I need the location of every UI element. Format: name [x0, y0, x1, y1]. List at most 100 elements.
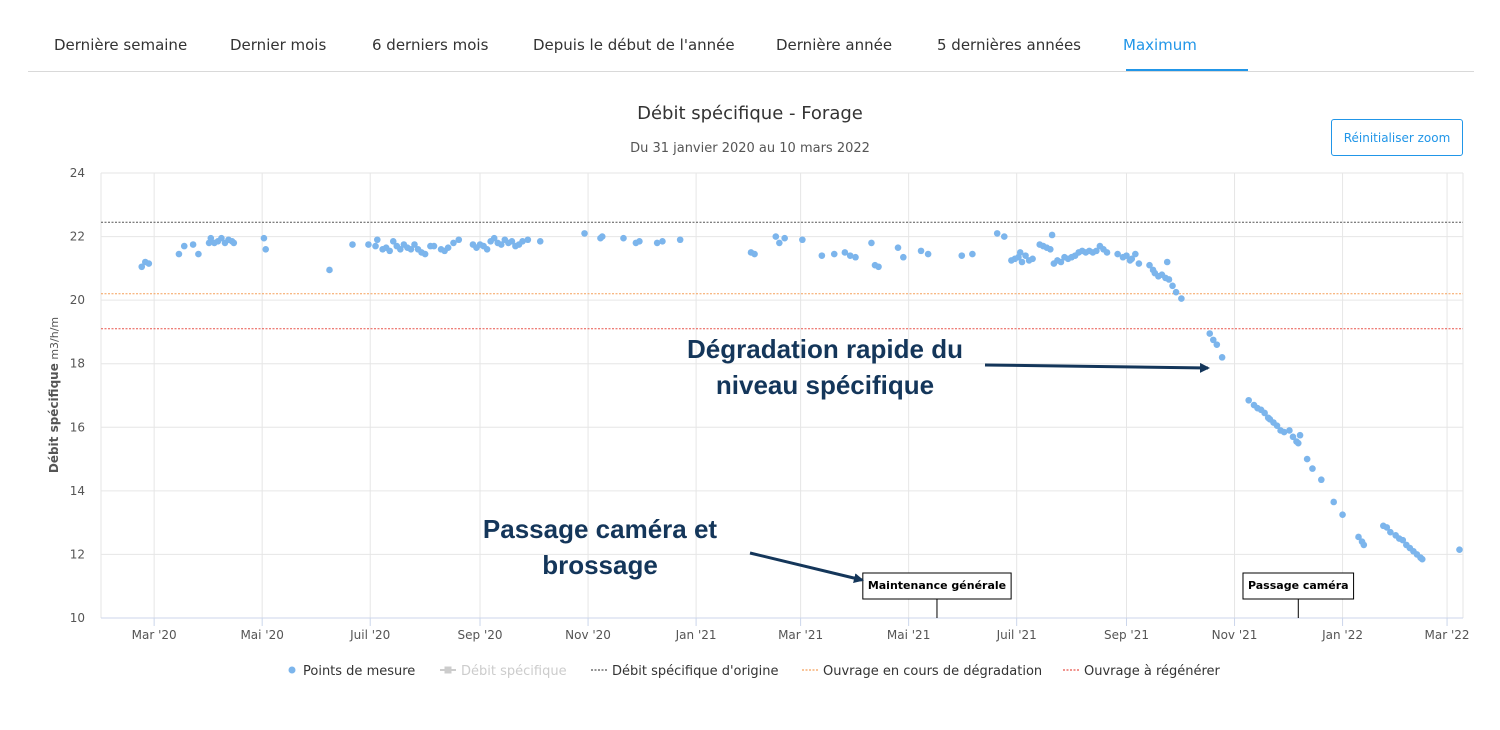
data-point [1123, 252, 1130, 259]
data-point [1093, 247, 1100, 255]
data-point [490, 234, 498, 242]
data-point [1128, 255, 1136, 263]
legend-item-debit[interactable]: Débit spécifique [439, 663, 567, 679]
data-point [1303, 455, 1311, 463]
data-point [1029, 255, 1036, 263]
active-tab-indicator [1126, 69, 1248, 71]
y-tick-label: 14 [70, 484, 85, 498]
data-point [636, 238, 643, 245]
data-point [519, 238, 526, 245]
data-point [1103, 249, 1111, 256]
data-point [145, 260, 153, 267]
data-point [1261, 409, 1268, 417]
data-point [1132, 250, 1139, 258]
data-point [676, 236, 684, 244]
data-point [751, 250, 758, 258]
data-point [653, 239, 661, 247]
tab-derniere-semaine[interactable]: Dernière semaine [54, 36, 188, 54]
x-tick-label: Mai '20 [240, 628, 283, 642]
flag-label: Passage caméra [1248, 579, 1349, 592]
data-point [1206, 330, 1214, 337]
degradation-callout-line2: niveau spécifique [715, 370, 935, 400]
data-point [1330, 498, 1338, 506]
legend-item-regenerer[interactable]: Ouvrage à régénérer [1062, 663, 1220, 679]
data-point [1000, 233, 1008, 240]
data-point [841, 249, 849, 256]
degradation-callout-line1: Dégradation rapide du [687, 334, 963, 364]
tab-maximum[interactable]: Maximum [1123, 36, 1197, 54]
data-point [411, 241, 418, 248]
data-point [407, 245, 415, 253]
x-tick-label: Juil '21 [996, 628, 1037, 642]
camera-callout: Passage caméra et brossage [435, 511, 765, 583]
data-point [365, 241, 372, 248]
reset-zoom-button[interactable]: Réinitialiser zoom [1331, 119, 1463, 156]
x-tick-label: Mai '21 [887, 628, 930, 642]
chart-axes: 10 12 14 16 18 20 22 24 Mar '20 Mai '20 Juil '20 Se… [47, 166, 1470, 642]
data-point [776, 239, 783, 247]
legend-item-origine[interactable]: Débit spécifique d'origine [590, 663, 779, 679]
chart-title: Débit spécifique - Forage [637, 103, 863, 124]
data-point [1146, 261, 1153, 269]
dash-line-icon [1063, 669, 1080, 671]
callout-arrows [749, 362, 1210, 583]
x-tick-label: Mar '21 [778, 628, 823, 642]
x-tick-label: Mar '20 [132, 628, 177, 642]
y-tick-label: 22 [70, 230, 85, 244]
data-point [1280, 428, 1288, 436]
data-point [430, 242, 438, 250]
legend-label: Débit spécifique d'origine [612, 664, 779, 679]
data-point [830, 250, 838, 258]
data-point [581, 230, 588, 237]
tab-6-derniers-mois[interactable]: 6 derniers mois [372, 36, 489, 54]
legend-label: Ouvrage à régénérer [1084, 664, 1220, 679]
y-tick-label: 10 [70, 611, 85, 625]
data-point [326, 266, 333, 274]
tab-dernier-mois[interactable]: Dernier mois [230, 36, 327, 54]
data-point [781, 234, 788, 242]
x-tick-label: Jan '22 [1321, 628, 1363, 642]
data-point [262, 245, 270, 253]
x-tick-label: Nov '20 [565, 628, 611, 642]
data-point [524, 236, 532, 244]
legend-item-points[interactable]: Points de mesure [287, 663, 415, 679]
data-point [207, 234, 215, 242]
data-point [373, 236, 381, 244]
data-point [1294, 439, 1302, 447]
data-point [1418, 555, 1426, 563]
tab-depuis-debut-annee[interactable]: Depuis le début de l'année [533, 36, 735, 54]
measurement-points [138, 230, 1463, 563]
legend-item-degradation[interactable]: Ouvrage en cours de dégradation [801, 663, 1042, 679]
data-point [536, 238, 544, 245]
data-point [1022, 252, 1029, 259]
tab-derniere-annee[interactable]: Dernière année [776, 36, 893, 54]
data-point [1339, 511, 1346, 518]
x-tick-label: Juil '20 [349, 628, 390, 642]
data-point [1172, 288, 1180, 296]
tab-5-dernieres-annees[interactable]: 5 dernières années [937, 36, 1081, 54]
data-point [620, 234, 627, 242]
x-tick-label: Nov '21 [1212, 628, 1258, 642]
data-point [969, 250, 976, 258]
event-flags: Maintenance générale Passage caméra [862, 572, 1355, 618]
reference-lines [101, 221, 1463, 330]
data-point [1286, 427, 1293, 434]
data-point [1296, 431, 1304, 439]
data-point [230, 239, 238, 247]
data-point [1387, 528, 1394, 536]
chart-legend: Points de mesure Débit spécifique Débit … [0, 663, 1500, 683]
data-point [455, 236, 463, 244]
y-axis-label: Débit spécifique [47, 363, 61, 473]
data-point [218, 234, 225, 242]
dash-line-icon [802, 669, 819, 671]
event-flag: Maintenance générale [862, 572, 1012, 618]
data-point [1309, 465, 1316, 472]
data-point [598, 233, 606, 240]
legend-label: Points de mesure [303, 664, 416, 679]
dot-icon [288, 666, 296, 674]
y-tick-label: 16 [70, 420, 85, 434]
data-point [1456, 546, 1463, 553]
data-point [1165, 276, 1173, 283]
y-axis-title: Débit spécifique m3/h/m [47, 317, 61, 473]
